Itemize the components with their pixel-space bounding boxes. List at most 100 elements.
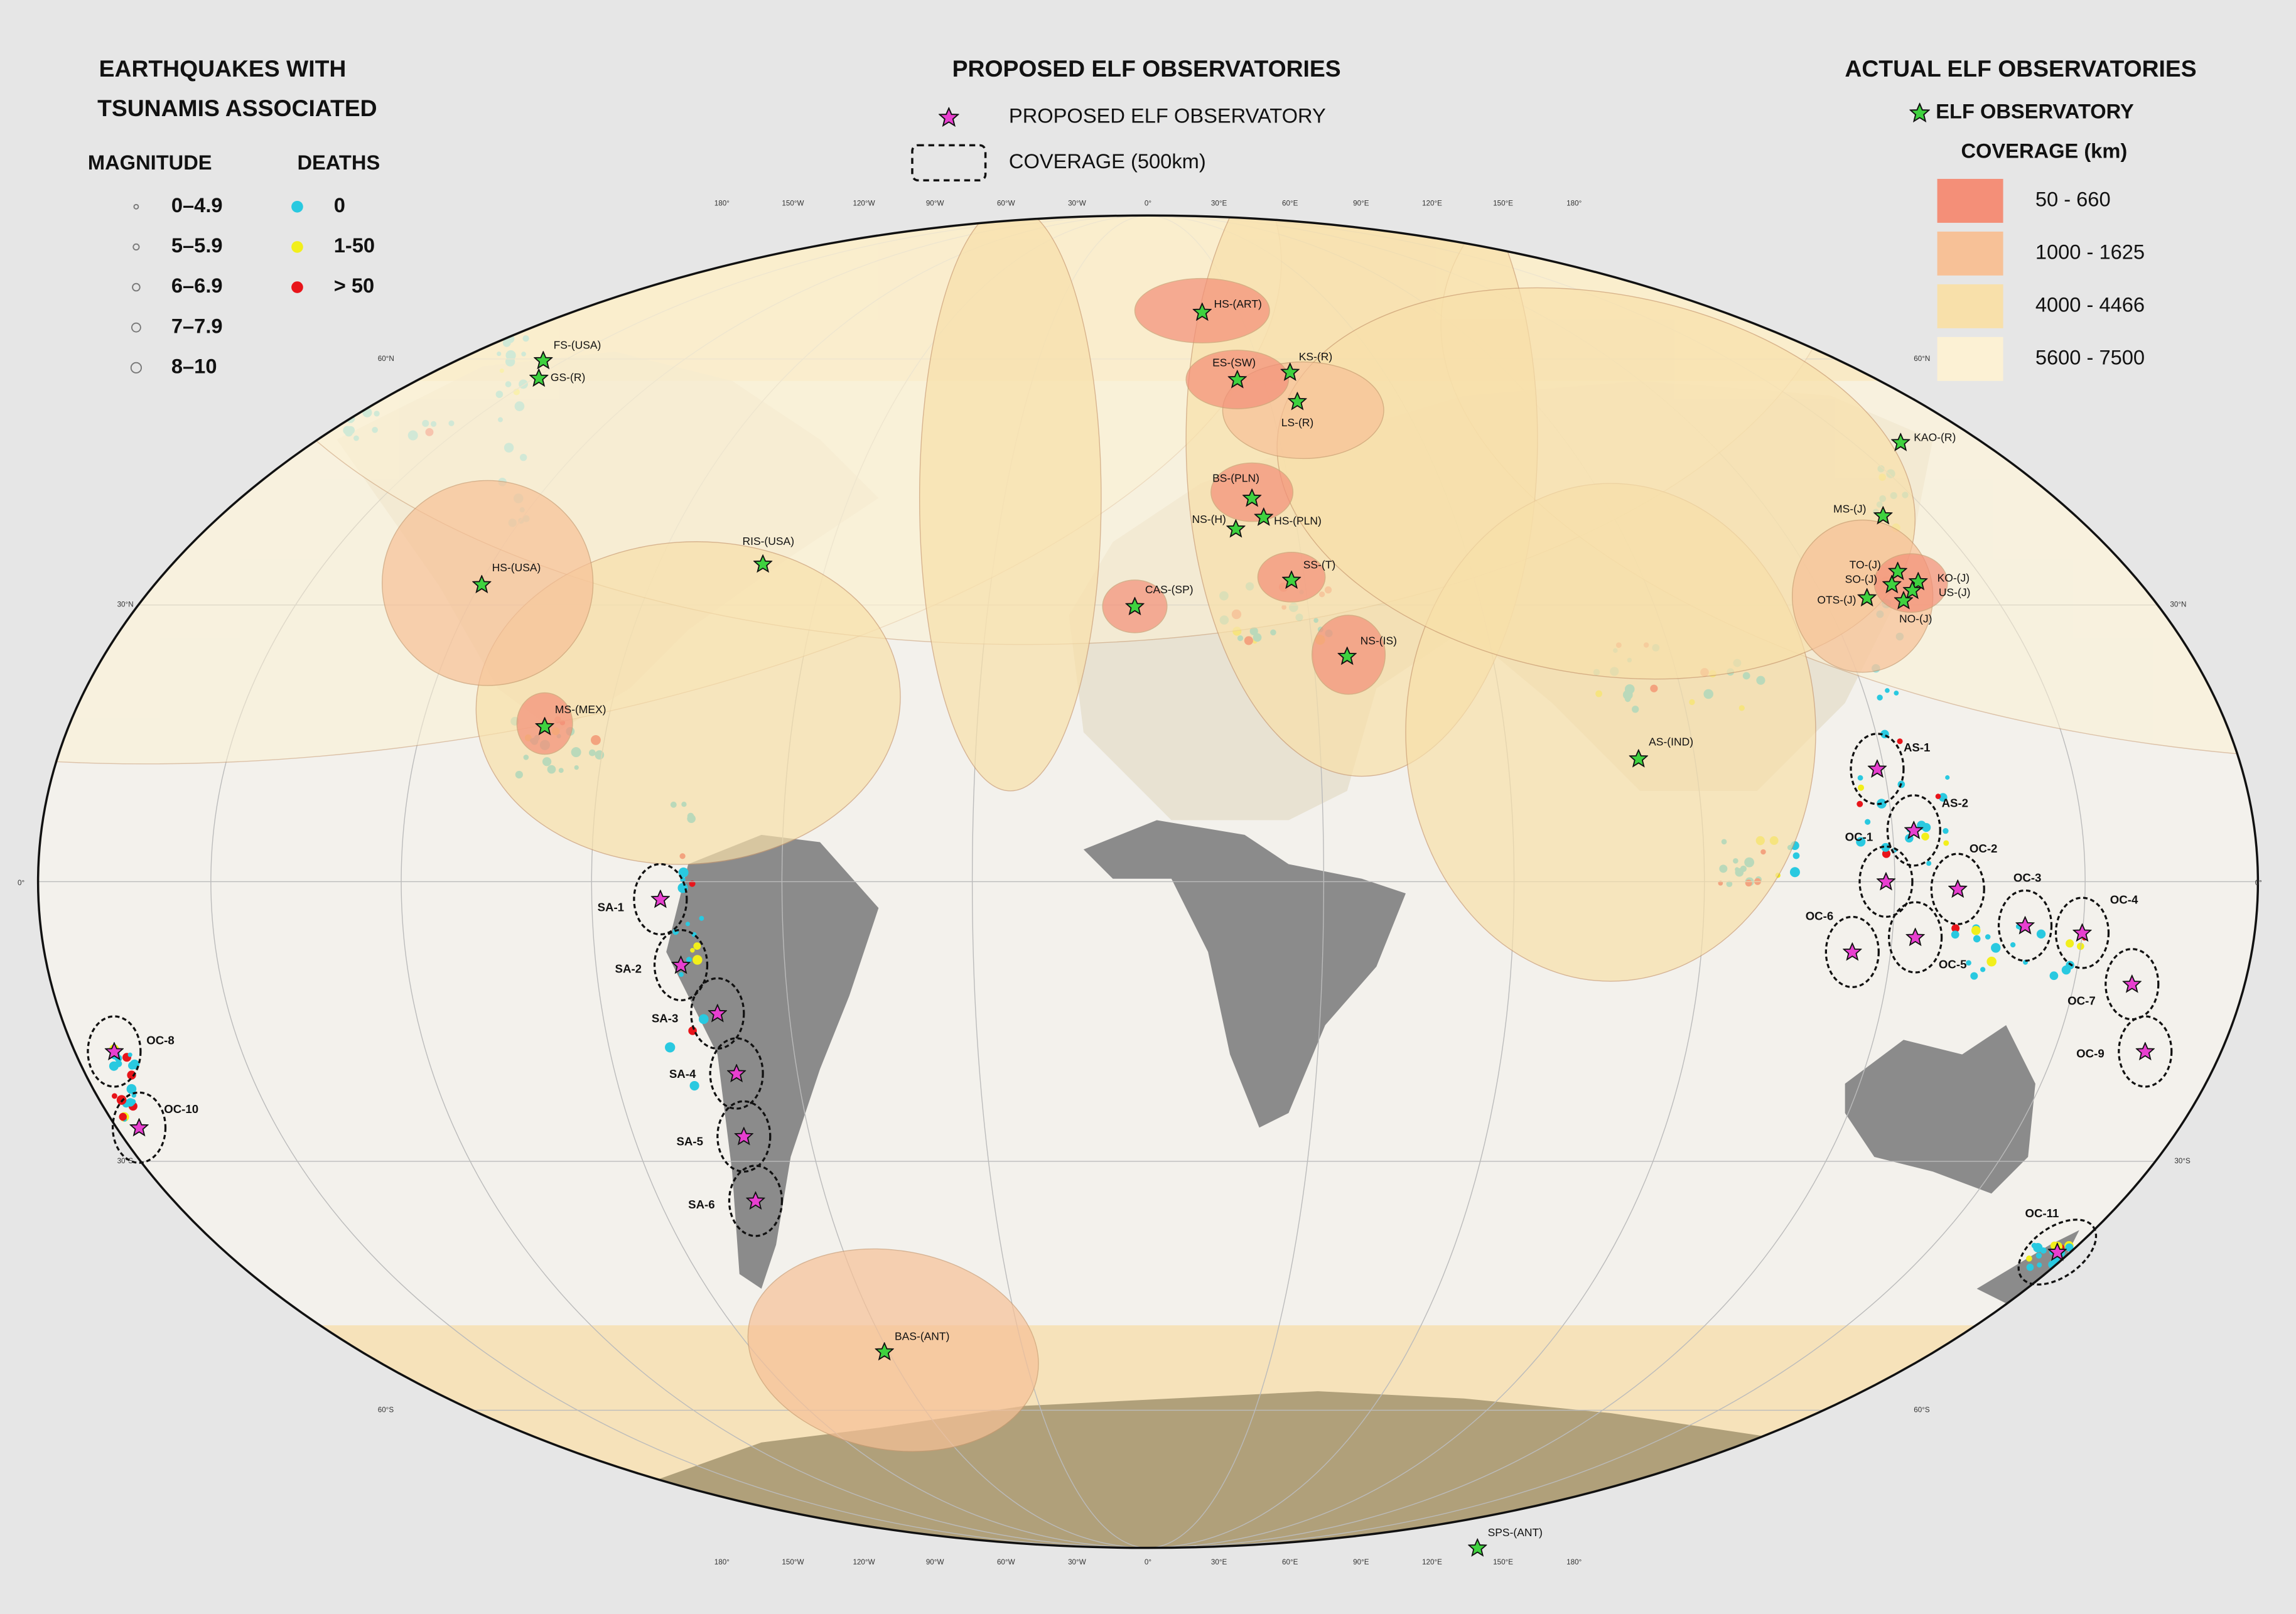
legend-label: ELF OBSERVATORY bbox=[1936, 100, 2134, 123]
longitude-label: 120°W bbox=[853, 1558, 875, 1566]
observatory-label: KS-(R) bbox=[1299, 350, 1332, 363]
deaths-symbol bbox=[291, 241, 303, 253]
observatory-label: MS-(J) bbox=[1833, 503, 1866, 515]
quake-dot bbox=[1858, 784, 1865, 791]
legend-coverage-symbol bbox=[911, 144, 987, 182]
magnitude-label: 6–6.9 bbox=[171, 274, 223, 297]
quake-dot bbox=[111, 1093, 117, 1099]
quake-dot bbox=[2033, 1242, 2043, 1253]
observatory-label: KO-(J) bbox=[1938, 571, 1970, 584]
deaths-symbol bbox=[291, 281, 303, 293]
proposed-label: OC-1 bbox=[1845, 830, 1873, 843]
quake-dot bbox=[1865, 819, 1871, 825]
proposed-label: AS-1 bbox=[1904, 741, 1930, 754]
proposed-label: OC-4 bbox=[2110, 893, 2138, 907]
longitude-label: 150°E bbox=[1493, 1558, 1513, 1566]
quake-dot bbox=[1943, 840, 1949, 846]
quake-dot bbox=[1877, 694, 1883, 701]
longitude-label: 0° bbox=[1145, 200, 1151, 208]
longitude-label: 120°E bbox=[1422, 1558, 1442, 1566]
quake-dot bbox=[129, 1099, 136, 1105]
quake-dot bbox=[1856, 837, 1866, 847]
observatory-label: NO-(J) bbox=[1899, 613, 1932, 625]
longitude-label: 30°E bbox=[1211, 1558, 1227, 1566]
observatory-label: NS-(H) bbox=[1192, 513, 1226, 525]
observatory-label: SS-(T) bbox=[1303, 558, 1335, 571]
proposed-label: SA-6 bbox=[688, 1198, 714, 1211]
observatory-label: HS-(USA) bbox=[492, 561, 541, 574]
legend-header: COVERAGE (km) bbox=[1961, 139, 2127, 163]
quake-dot bbox=[2049, 971, 2059, 981]
proposed-coverage bbox=[1886, 794, 1941, 867]
quake-dot bbox=[686, 957, 692, 963]
longitude-label: 90°E bbox=[1353, 200, 1369, 208]
quake-dot bbox=[1971, 925, 1981, 935]
longitude-label: 120°E bbox=[1422, 200, 1442, 208]
quake-dot bbox=[1986, 956, 1997, 967]
proposed-coverage bbox=[1850, 733, 1905, 805]
quake-dot bbox=[126, 1084, 137, 1094]
observatory-label: LS-(R) bbox=[1281, 416, 1313, 429]
proposed-coverage bbox=[87, 1015, 142, 1088]
coverage-swatch bbox=[1937, 231, 2003, 276]
proposed-label: SA-2 bbox=[615, 962, 642, 975]
quake-dot bbox=[1980, 967, 1986, 972]
quake-dot bbox=[1885, 688, 1890, 693]
quake-dot bbox=[1792, 852, 1800, 859]
coverage-label: 4000 - 4466 bbox=[2035, 293, 2145, 316]
observatory-label: BS-(PLN) bbox=[1212, 472, 1259, 485]
longitude-label: 150°W bbox=[782, 1558, 804, 1566]
proposed-label: SA-1 bbox=[598, 900, 624, 913]
quake-dot bbox=[693, 942, 701, 950]
quake-dot bbox=[1938, 793, 1948, 802]
proposed-label: OC-5 bbox=[1939, 957, 1967, 971]
longitude-label: 0° bbox=[1145, 1558, 1151, 1566]
latitude-label: 60°S bbox=[1914, 1406, 1930, 1414]
observatory-label: HS-(PLN) bbox=[1274, 514, 1322, 527]
quake-dot bbox=[1857, 800, 1863, 807]
quake-dot bbox=[678, 867, 689, 878]
quake-dot bbox=[2035, 1252, 2042, 1259]
quake-dot bbox=[1985, 934, 1991, 940]
quake-dot bbox=[2066, 939, 2074, 948]
quake-dot bbox=[698, 1014, 709, 1025]
magnitude-symbol bbox=[133, 203, 139, 210]
longitude-label: 90°W bbox=[926, 1558, 944, 1566]
legend-header: DEATHS bbox=[297, 151, 380, 174]
coverage-label: 1000 - 1625 bbox=[2035, 240, 2145, 264]
quake-dot bbox=[679, 972, 684, 977]
quake-dot bbox=[1882, 849, 1891, 858]
longitude-label: 180° bbox=[1566, 1558, 1582, 1566]
observatory-label: ES-(SW) bbox=[1212, 356, 1256, 369]
deaths-label: 0 bbox=[334, 193, 345, 217]
quake-dot bbox=[1951, 930, 1959, 939]
proposed-coverage bbox=[2017, 1219, 2098, 1286]
quake-dot bbox=[1970, 972, 1978, 980]
latitude-label: 0° bbox=[18, 879, 24, 887]
quake-dot bbox=[1935, 794, 1941, 799]
quake-dot bbox=[1897, 738, 1903, 745]
proposed-coverage bbox=[1930, 853, 1985, 925]
quake-dot bbox=[1894, 691, 1899, 696]
coverage-label: 5600 - 7500 bbox=[2035, 345, 2145, 369]
quake-dot bbox=[699, 916, 704, 921]
longitude-label: 60°E bbox=[1282, 1558, 1298, 1566]
quake-dot bbox=[1951, 924, 1960, 933]
observatory-label: GS-(R) bbox=[551, 371, 585, 384]
quake-dot bbox=[2037, 1262, 2042, 1268]
longitude-label: 60°E bbox=[1282, 200, 1298, 208]
proposed-coverage bbox=[728, 1165, 784, 1237]
longitude-label: 120°W bbox=[853, 200, 875, 208]
proposed-label: OC-2 bbox=[1970, 842, 1998, 855]
coverage-swatch bbox=[1937, 284, 2003, 328]
proposed-label: OC-11 bbox=[2025, 1207, 2059, 1220]
quake-dot bbox=[1921, 832, 1929, 841]
quake-dot bbox=[685, 922, 690, 927]
observatory-label: SPS-(ANT) bbox=[1488, 1526, 1543, 1539]
proposed-coverage bbox=[1887, 901, 1943, 974]
observatory-label: RIS-(USA) bbox=[742, 535, 794, 547]
deaths-symbol bbox=[291, 200, 303, 213]
longitude-label: 150°E bbox=[1493, 200, 1513, 208]
quake-dot bbox=[1973, 935, 1981, 943]
legend-header: MAGNITUDE bbox=[88, 151, 212, 174]
